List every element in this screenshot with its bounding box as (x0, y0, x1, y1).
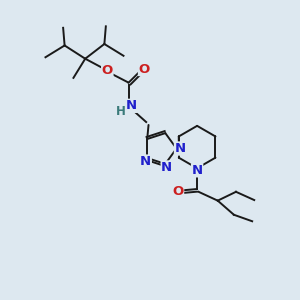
Text: O: O (102, 64, 113, 77)
Text: N: N (161, 161, 172, 174)
Text: N: N (191, 164, 203, 177)
Text: O: O (139, 62, 150, 76)
Text: N: N (140, 155, 151, 168)
Text: N: N (175, 142, 186, 155)
Text: O: O (172, 185, 184, 198)
Text: H: H (116, 105, 126, 118)
Text: N: N (126, 99, 137, 112)
